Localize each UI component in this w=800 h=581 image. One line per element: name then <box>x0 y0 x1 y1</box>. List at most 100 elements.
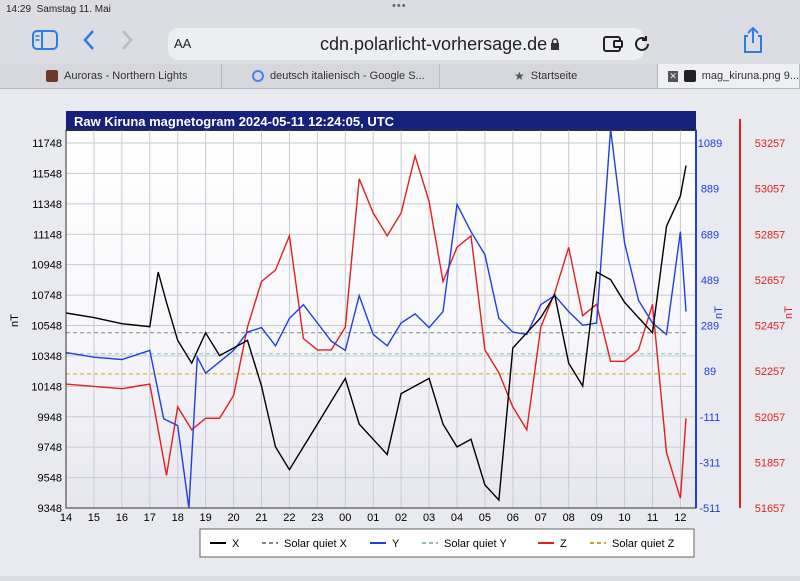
reload-icon[interactable] <box>632 34 652 54</box>
browser-toolbar: AA cdn.polarlicht-vorhersage.de <box>0 18 800 64</box>
share-icon <box>744 26 762 53</box>
y-tick-red: 52857 <box>755 229 786 241</box>
legend-label: Z <box>560 538 567 550</box>
y-tick-left: 11548 <box>32 168 62 180</box>
y-tick-left: 10348 <box>31 351 62 363</box>
y-tick-blue: -111 <box>700 412 720 424</box>
x-tick-label: 16 <box>116 512 128 524</box>
tab-label: deutsch italienisch - Google S... <box>270 70 425 82</box>
tab-label: Auroras - Northern Lights <box>64 70 188 82</box>
chevron-right-icon <box>122 30 133 50</box>
y-tick-red: 53057 <box>755 184 786 196</box>
y-tick-red: 52057 <box>755 412 786 424</box>
x-tick-label: 15 <box>88 512 100 524</box>
x-tick-label: 18 <box>172 512 184 524</box>
y-tick-left: 9348 <box>38 503 62 515</box>
y-tick-red: 52457 <box>755 321 786 333</box>
y-tick-left: 10948 <box>31 260 62 272</box>
tab-google[interactable]: deutsch italienisch - Google S... <box>222 64 440 88</box>
forward-button[interactable] <box>116 26 138 54</box>
tab-bar: Auroras - Northern Lights deutsch italie… <box>0 64 800 89</box>
legend-label: Solar quiet Y <box>444 538 507 550</box>
x-tick-label: 06 <box>507 512 519 524</box>
y-label-left: nT <box>9 314 21 327</box>
y-tick-red: 51657 <box>755 503 786 515</box>
plot-area <box>66 130 696 508</box>
x-tick-label: 01 <box>367 512 379 524</box>
legend-label: Solar quiet X <box>284 538 348 550</box>
y-tick-red: 53257 <box>755 138 786 150</box>
site-favicon-icon <box>46 70 58 82</box>
x-tick-label: 23 <box>311 512 323 524</box>
tab-mag-kiruna[interactable]: ✕ mag_kiruna.png 9... <box>658 64 800 88</box>
chart-title-bar <box>66 111 696 131</box>
close-tab-icon[interactable]: ✕ <box>668 70 679 82</box>
x-tick-label: 02 <box>395 512 407 524</box>
google-icon <box>252 70 264 82</box>
y-tick-red: 52257 <box>755 366 786 378</box>
y-tick-left: 10148 <box>31 381 62 393</box>
share-button[interactable] <box>738 26 768 54</box>
image-favicon-icon <box>684 70 696 82</box>
extension-icon[interactable] <box>602 34 624 54</box>
reader-aa-button[interactable]: AA <box>174 36 192 51</box>
y-tick-blue: -511 <box>699 503 720 515</box>
y-tick-left: 10748 <box>31 290 62 302</box>
x-tick-label: 20 <box>227 512 239 524</box>
x-tick-label: 08 <box>563 512 575 524</box>
y-tick-red: 52657 <box>755 275 786 287</box>
x-tick-label: 05 <box>479 512 491 524</box>
status-bar: 14:29 Samstag 11. Mai ••• <box>0 0 800 18</box>
sidebar-button[interactable] <box>28 26 62 54</box>
x-tick-label: 07 <box>535 512 547 524</box>
tab-label: Startseite <box>530 70 578 82</box>
address-bar[interactable]: AA cdn.polarlicht-vorhersage.de <box>168 28 649 60</box>
grid <box>65 130 696 509</box>
y-tick-left: 9948 <box>38 412 62 424</box>
y-tick-left: 9548 <box>38 473 62 485</box>
x-tick-label: 22 <box>283 512 295 524</box>
x-tick-label: 17 <box>144 512 156 524</box>
axis-ticks: 14 15 16 17 18 19 20 21 22 23 00 01 02 03 04 05 06 07 08 09… <box>31 138 785 524</box>
y-label-blue: nT <box>713 306 725 319</box>
x-tick-label: 04 <box>451 512 463 524</box>
x-tick-label: 12 <box>674 512 686 524</box>
chart-title: Raw Kiruna magnetogram 2024-05-11 12:24:… <box>74 114 395 129</box>
x-tick-label: 10 <box>618 512 630 524</box>
y-tick-left: 11748 <box>32 138 62 150</box>
y-label-red: nT <box>783 306 795 319</box>
legend-label: Solar quiet Z <box>612 538 675 550</box>
series-lines <box>65 129 687 509</box>
y-tick-blue: 889 <box>701 184 719 196</box>
page-content: Raw Kiruna magnetogram 2024-05-11 12:24:… <box>0 89 800 576</box>
y-tick-blue: 489 <box>701 275 719 287</box>
multitask-dots[interactable]: ••• <box>392 0 407 12</box>
back-button[interactable] <box>78 26 100 54</box>
star-icon: ★ <box>514 69 525 83</box>
y-tick-left: 9748 <box>38 442 62 454</box>
chevron-left-icon <box>83 30 94 50</box>
tab-startseite[interactable]: ★ Startseite <box>440 64 658 88</box>
url-text[interactable]: cdn.polarlicht-vorhersage.de <box>320 34 548 54</box>
lock-icon <box>551 38 559 50</box>
y-tick-blue: 89 <box>704 366 716 378</box>
status-time: 14:29 Samstag 11. Mai <box>6 4 111 15</box>
x-tick-label: 03 <box>423 512 435 524</box>
legend-label: X <box>232 538 240 550</box>
y-tick-blue: -311 <box>699 457 720 469</box>
series-x <box>65 165 687 502</box>
x-tick-label: 00 <box>339 512 351 524</box>
tab-auroras[interactable]: Auroras - Northern Lights <box>0 64 222 88</box>
x-tick-label: 19 <box>200 512 212 524</box>
legend: X Solar quiet X Y Solar quiet Y Z Solar quiet… <box>210 538 675 550</box>
y-tick-blue: 689 <box>701 229 719 241</box>
y-tick-left: 11148 <box>33 229 62 241</box>
x-tick-label: 21 <box>255 512 267 524</box>
y-tick-blue: 1089 <box>698 138 722 150</box>
x-tick-label: 09 <box>591 512 603 524</box>
y-tick-left: 11348 <box>32 199 62 211</box>
sidebar-icon <box>32 30 58 50</box>
series-y <box>65 129 687 509</box>
y-tick-left: 10548 <box>31 321 62 333</box>
y-tick-blue: 289 <box>701 321 719 333</box>
